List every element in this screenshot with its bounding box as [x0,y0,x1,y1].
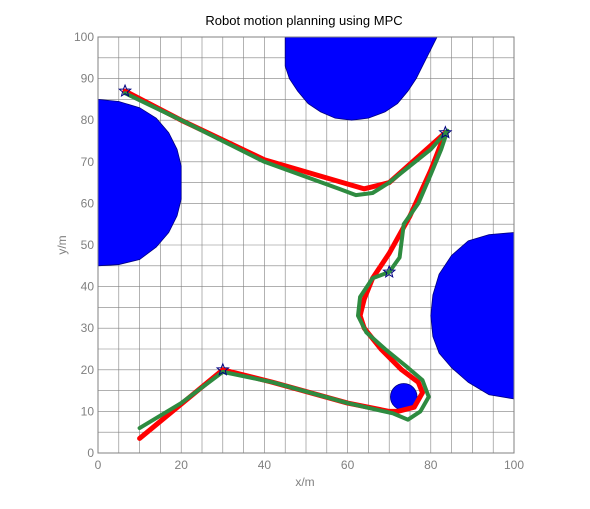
y-tick-label: 90 [81,72,95,86]
chart-title: Robot motion planning using MPC [205,13,402,28]
x-tick-label: 20 [175,458,189,472]
y-tick-labels: 0 10 20 30 40 50 60 70 80 90 100 [74,30,94,460]
y-tick-label: 0 [87,446,94,460]
waypoint-markers [118,83,453,376]
obstacle-top [284,36,438,121]
y-tick-label: 20 [81,363,95,377]
y-tick-label: 50 [81,238,95,252]
x-tick-label: 60 [341,458,355,472]
x-tick-label: 0 [95,458,102,472]
y-tick-label: 70 [81,155,95,169]
actual-trajectory-line [123,91,450,431]
obstacle-right [430,232,515,400]
plot-frame [97,36,515,454]
y-tick-label: 30 [81,321,95,335]
waypoint-star-marker [382,264,397,278]
waypoint-star-marker [215,362,230,376]
y-tick-label: 40 [81,280,95,294]
y-tick-label: 60 [81,196,95,210]
obstacle-left [97,98,182,267]
y-tick-label: 10 [81,404,95,418]
waypoint-star-marker [118,83,133,98]
y-tick-label: 80 [81,113,95,127]
x-axis-label: x/m [295,475,314,489]
y-tick-label: 100 [74,30,94,44]
obstacles [97,36,515,411]
x-tick-label: 40 [258,458,272,472]
x-tick-labels: 0 20 40 60 80 100 [95,458,525,472]
x-tick-label: 100 [504,458,524,472]
x-tick-label: 80 [424,458,438,472]
waypoint-star-marker [438,125,453,139]
y-axis-label: y/m [55,235,69,254]
series-group [122,88,450,441]
